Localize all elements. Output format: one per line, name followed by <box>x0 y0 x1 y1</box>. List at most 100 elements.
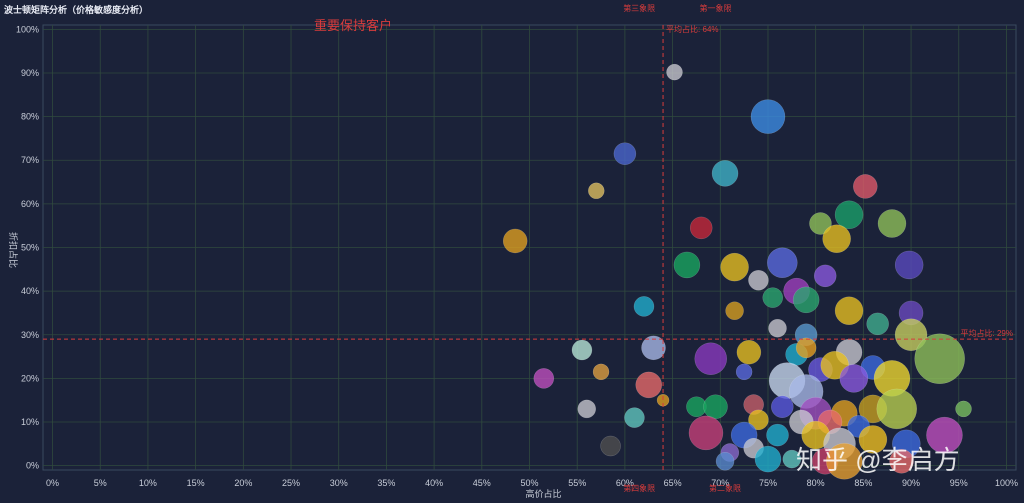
bubble <box>725 301 744 321</box>
x-axis-label: 高价占比 <box>525 488 561 499</box>
bubble <box>613 142 637 165</box>
bubble <box>822 224 851 254</box>
bubble <box>876 388 918 430</box>
grid-lines <box>42 24 1017 471</box>
y-tick-label: 10% <box>21 417 39 427</box>
x-tick-label: 10% <box>139 478 157 488</box>
bubble <box>533 368 555 389</box>
bubble <box>826 443 863 480</box>
bubble <box>577 399 596 419</box>
bubble <box>894 250 924 280</box>
avg-x-label: 平均占比: 64% <box>666 24 718 34</box>
y-tick-label: 0% <box>26 461 39 471</box>
x-tick-label: 80% <box>807 478 825 488</box>
bubble <box>795 337 817 359</box>
y-tick-label: 60% <box>21 199 39 209</box>
chart-title: 波士顿矩阵分析（价格敏感度分析） <box>4 5 149 15</box>
bubble <box>689 216 713 240</box>
bubble <box>792 286 820 314</box>
bubble <box>894 318 928 352</box>
bubble <box>736 339 762 365</box>
bubble <box>502 228 528 254</box>
y-tick-label: 90% <box>21 68 39 78</box>
y-tick-label: 70% <box>21 155 39 165</box>
bubble <box>877 209 907 238</box>
bubble <box>592 363 610 381</box>
bubbles <box>502 63 972 480</box>
bubble <box>624 407 645 428</box>
bubble <box>914 333 965 384</box>
bubble <box>694 342 727 375</box>
bubble <box>782 449 802 469</box>
bubble <box>834 200 864 230</box>
bubble <box>866 312 889 336</box>
bubble <box>748 269 769 291</box>
bubble <box>853 174 878 199</box>
x-tick-label: 70% <box>711 478 729 488</box>
x-tick-label: 90% <box>902 478 920 488</box>
bubble <box>834 296 864 326</box>
x-tick-label: 100% <box>995 478 1018 488</box>
bubble <box>762 287 783 308</box>
x-tick-label: 95% <box>950 478 968 488</box>
x-tick-label: 5% <box>94 478 107 488</box>
x-tick-label: 15% <box>187 478 205 488</box>
avg-y-label: 平均占比: 29% <box>961 328 1013 338</box>
bubble <box>600 435 621 457</box>
y-tick-label: 20% <box>21 373 39 383</box>
quadrant-label: 第四象限 <box>623 483 655 493</box>
bubble <box>889 449 914 474</box>
bubble <box>754 445 782 473</box>
quadrant-label: 第一象限 <box>700 3 732 13</box>
bubble <box>955 400 972 418</box>
bubble <box>666 63 683 81</box>
x-tick-label: 50% <box>520 478 538 488</box>
x-tick-label: 40% <box>425 478 443 488</box>
bubble <box>858 425 888 454</box>
bubble <box>641 335 666 361</box>
x-tick-label: 35% <box>377 478 395 488</box>
bubble <box>715 452 735 471</box>
bubble <box>768 318 787 338</box>
x-tick-label: 65% <box>664 478 682 488</box>
axes: 0% 5% 10% 15% 20% 25% 30% 35% 40% 45% 50% 55% 60% 65%… <box>8 24 1018 499</box>
bubble <box>750 99 786 134</box>
y-tick-label: 100% <box>16 24 39 34</box>
x-tick-label: 60% <box>616 478 634 488</box>
bubble <box>771 395 794 418</box>
y-tick-label: 40% <box>21 286 39 296</box>
bubble <box>711 160 739 187</box>
x-tick-label: 0% <box>46 478 59 488</box>
bubble <box>735 363 753 381</box>
y-tick-label: 80% <box>21 112 39 122</box>
bubble <box>839 364 869 393</box>
bubble <box>813 264 837 288</box>
quadrant-label: 第三象限 <box>623 3 655 13</box>
bubble <box>926 416 963 454</box>
bubble <box>748 409 769 431</box>
bubble <box>720 252 749 282</box>
x-tick-label: 45% <box>473 478 491 488</box>
watermark: 知乎 @李启方 <box>796 445 960 475</box>
x-tick-label: 20% <box>234 478 252 488</box>
x-tick-label: 75% <box>759 478 777 488</box>
quadrant-label: 第二象限 <box>709 483 741 493</box>
x-tick-label: 85% <box>854 478 872 488</box>
y-tick-label: 30% <box>21 330 39 340</box>
bubble <box>635 371 662 399</box>
bubble <box>571 339 593 361</box>
x-tick-label: 55% <box>568 478 586 488</box>
bubble <box>688 415 724 451</box>
highlight-label: 重要保持客户 <box>314 18 393 33</box>
y-tick-label: 50% <box>21 243 39 253</box>
bubble <box>673 251 701 279</box>
reference-lines: 平均占比: 64% 平均占比: 29% <box>43 24 1016 470</box>
bubble <box>767 247 798 279</box>
bubble <box>766 423 789 447</box>
x-tick-label: 25% <box>282 478 300 488</box>
x-tick-label: 30% <box>330 478 348 488</box>
bubble <box>809 212 832 235</box>
bubble <box>588 182 605 200</box>
